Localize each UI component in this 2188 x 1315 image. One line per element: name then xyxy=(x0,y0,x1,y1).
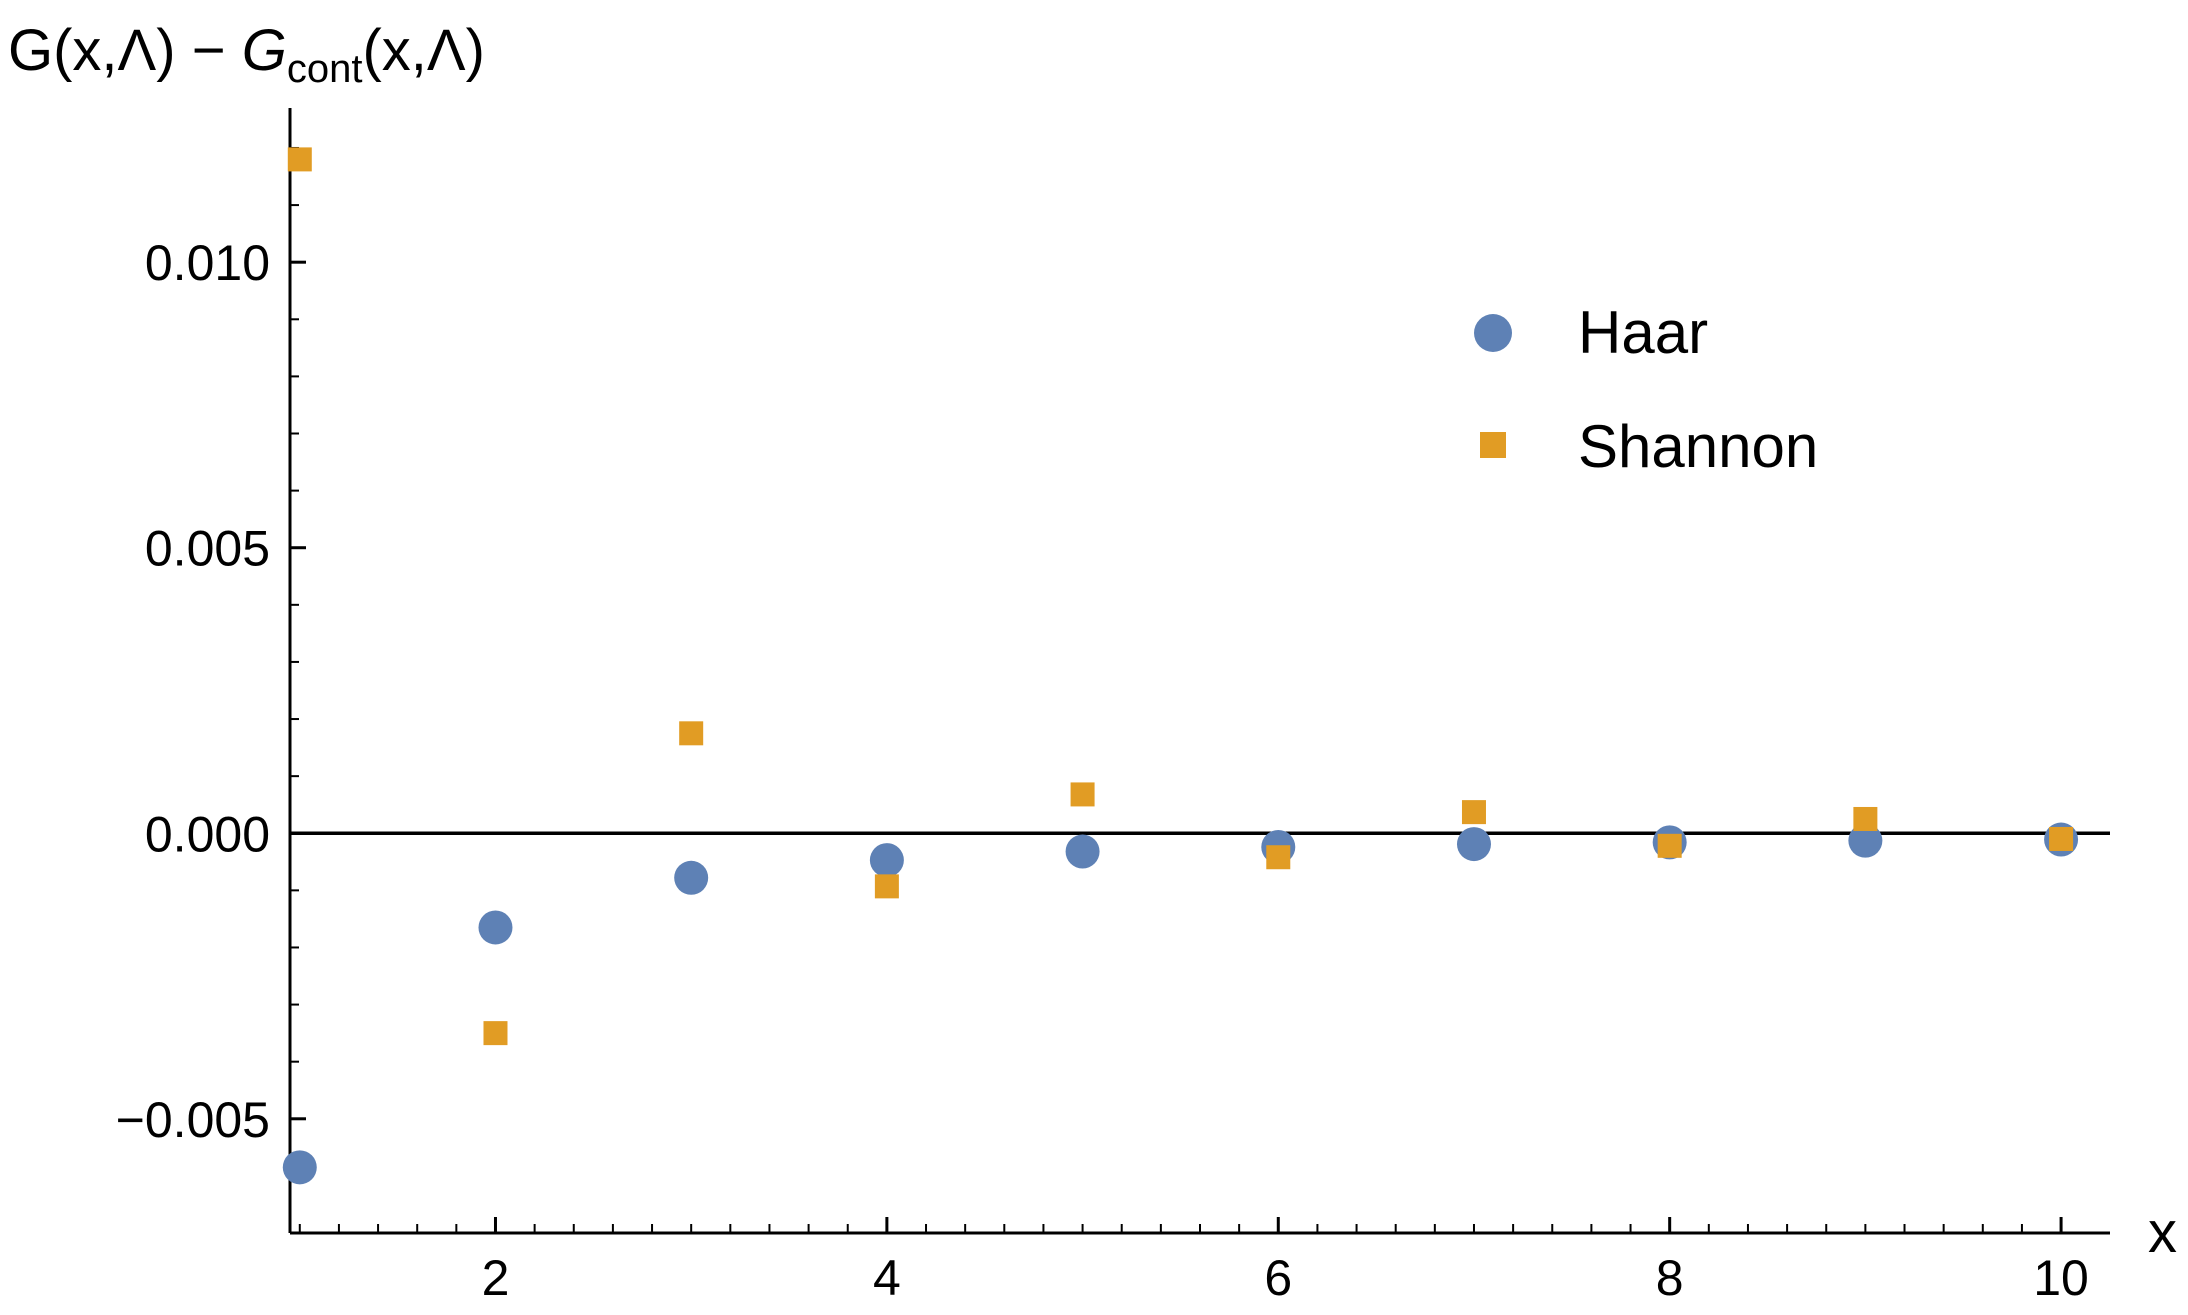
x-tick-label: 4 xyxy=(873,1250,901,1306)
tick-labels: 2 4 6 8 10 −0.005 0.000 0.005 0.010 xyxy=(116,235,2089,1306)
y-axis-title-post: (x,Λ) xyxy=(362,18,485,83)
x-axis-title: x xyxy=(2148,1200,2177,1265)
legend-marker-shannon xyxy=(1480,432,1506,458)
y-tick-label: −0.005 xyxy=(116,1092,270,1148)
x-tick-label: 8 xyxy=(1656,1250,1684,1306)
point-shannon xyxy=(287,147,312,172)
point-shannon xyxy=(2049,826,2074,851)
tick-marks xyxy=(290,146,2063,1234)
data-points xyxy=(282,147,2079,1185)
point-shannon xyxy=(679,721,704,746)
legend-marker-haar xyxy=(1474,314,1512,352)
legend-label-shannon: Shannon xyxy=(1578,413,1818,480)
point-haar xyxy=(1065,834,1100,869)
point-haar xyxy=(674,860,709,895)
legend: Haar Shannon xyxy=(1474,299,1818,480)
y-tick-label: 0.000 xyxy=(145,806,270,862)
legend-label-haar: Haar xyxy=(1578,299,1708,366)
y-tick-label: 0.005 xyxy=(145,521,270,577)
point-haar xyxy=(478,910,513,945)
x-tick-label: 2 xyxy=(482,1250,510,1306)
point-haar xyxy=(1456,827,1491,862)
point-shannon xyxy=(1070,782,1095,807)
point-shannon xyxy=(1853,806,1878,831)
point-shannon xyxy=(1461,800,1486,825)
point-haar xyxy=(869,843,904,878)
y-axis-title: G(x,Λ) − Gcont(x,Λ) xyxy=(8,18,485,91)
axes xyxy=(288,108,2110,1235)
y-tick-label: 0.010 xyxy=(145,235,270,291)
y-axis-title-g: G xyxy=(242,18,287,83)
point-shannon xyxy=(1657,833,1682,858)
point-haar xyxy=(1848,823,1883,858)
point-shannon xyxy=(483,1021,508,1046)
point-haar xyxy=(282,1150,317,1185)
x-tick-label: 6 xyxy=(1264,1250,1292,1306)
point-shannon xyxy=(874,874,899,899)
y-axis-title-subscript: cont xyxy=(287,47,363,91)
point-shannon xyxy=(1266,845,1291,870)
y-axis-title-pre: G(x,Λ) − xyxy=(8,18,242,83)
x-tick-label: 10 xyxy=(2033,1250,2089,1306)
